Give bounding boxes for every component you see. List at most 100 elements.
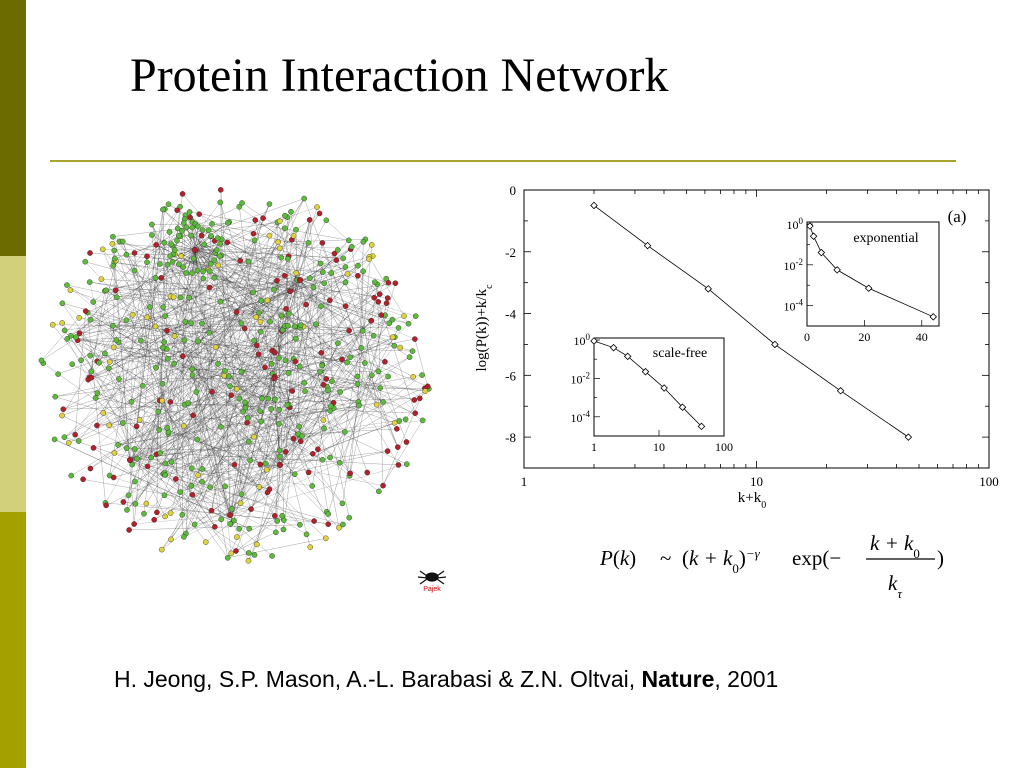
network-edge bbox=[159, 400, 203, 470]
network-edge bbox=[78, 422, 123, 442]
network-edge bbox=[171, 243, 196, 251]
network-node bbox=[123, 251, 130, 258]
network-node bbox=[376, 291, 383, 297]
network-node bbox=[86, 279, 93, 285]
network-edge bbox=[109, 221, 280, 363]
network-edge bbox=[285, 273, 297, 452]
network-node bbox=[273, 529, 279, 536]
network-edge bbox=[131, 209, 164, 402]
network-edge bbox=[67, 338, 131, 461]
network-node bbox=[201, 241, 207, 248]
network-node bbox=[258, 418, 264, 425]
network-node bbox=[209, 221, 215, 227]
network-node bbox=[211, 274, 217, 281]
network-node bbox=[395, 325, 402, 331]
network-node bbox=[113, 294, 120, 301]
network-node bbox=[329, 378, 335, 385]
network-node bbox=[59, 300, 66, 307]
network-edge bbox=[118, 401, 384, 446]
network-node bbox=[310, 284, 317, 291]
network-node bbox=[252, 217, 259, 223]
network-edge bbox=[134, 198, 305, 450]
network-edge bbox=[129, 252, 135, 461]
network-edge bbox=[183, 249, 196, 268]
network-edge bbox=[241, 315, 404, 372]
network-node bbox=[397, 344, 404, 351]
network-edge bbox=[75, 264, 168, 338]
network-node bbox=[189, 372, 196, 379]
network-node bbox=[75, 438, 82, 444]
network-node bbox=[288, 208, 294, 215]
formula-exp-close: ) bbox=[937, 546, 944, 570]
network-edge bbox=[189, 211, 349, 241]
network-node bbox=[318, 303, 324, 310]
main-x-tick-label: 1 bbox=[521, 474, 528, 489]
network-edge bbox=[63, 385, 143, 410]
network-edge bbox=[194, 206, 318, 251]
network-node bbox=[303, 301, 309, 308]
network-node bbox=[231, 461, 238, 468]
network-node bbox=[233, 309, 240, 315]
network-edge bbox=[104, 353, 301, 525]
network-edge bbox=[128, 278, 387, 531]
network-edge bbox=[162, 307, 251, 461]
network-edge bbox=[285, 451, 311, 548]
network-node bbox=[290, 232, 297, 239]
network-node bbox=[274, 518, 281, 524]
network-node bbox=[225, 373, 232, 380]
network-node bbox=[190, 412, 196, 419]
network-node bbox=[131, 521, 137, 527]
network-node bbox=[340, 255, 346, 262]
network-node bbox=[49, 321, 56, 328]
inset-data-point bbox=[641, 367, 650, 376]
network-edge bbox=[194, 249, 198, 271]
network-edge bbox=[298, 365, 323, 435]
network-node bbox=[179, 353, 186, 360]
network-edge bbox=[70, 221, 230, 337]
network-node bbox=[320, 417, 327, 424]
network-edge bbox=[93, 447, 249, 554]
main-series-line bbox=[593, 205, 909, 438]
network-edge bbox=[221, 239, 282, 258]
network-node bbox=[217, 187, 224, 193]
network-node bbox=[189, 492, 196, 498]
network-node bbox=[403, 439, 410, 445]
network-node bbox=[168, 241, 175, 247]
network-node bbox=[321, 280, 328, 287]
network-node bbox=[149, 232, 155, 238]
network-edge bbox=[231, 222, 278, 509]
network-node bbox=[254, 342, 260, 349]
network-node bbox=[183, 270, 190, 276]
network-node bbox=[234, 534, 240, 540]
main-data-point bbox=[904, 433, 913, 441]
network-node bbox=[151, 516, 157, 523]
network-node bbox=[355, 273, 361, 279]
network-node bbox=[386, 320, 393, 327]
network-edge bbox=[221, 239, 334, 409]
network-node bbox=[244, 419, 250, 426]
network-edge bbox=[129, 261, 249, 461]
network-node bbox=[159, 397, 165, 404]
network-edge bbox=[277, 242, 377, 405]
network-edge bbox=[147, 429, 160, 467]
network-node bbox=[175, 232, 182, 239]
network-edge bbox=[299, 279, 420, 399]
network-node bbox=[123, 445, 130, 451]
network-node bbox=[291, 323, 298, 330]
network-node bbox=[276, 421, 282, 427]
network-node bbox=[236, 525, 242, 532]
scale-free-inset-marks: 100 10-2 10-4 1 10 100 bbox=[571, 332, 734, 454]
network-node bbox=[272, 512, 278, 519]
network-edge bbox=[129, 459, 237, 552]
network-edge bbox=[164, 464, 281, 496]
network-edge bbox=[89, 281, 171, 297]
scale-free-inset-frame bbox=[593, 337, 725, 437]
network-node bbox=[64, 282, 70, 288]
network-node bbox=[212, 524, 218, 530]
network-node bbox=[255, 351, 262, 358]
network-node bbox=[110, 233, 116, 240]
network-node bbox=[116, 376, 122, 382]
network-edge bbox=[80, 314, 133, 361]
inset-data-point bbox=[806, 222, 814, 230]
network-edge bbox=[220, 202, 309, 473]
